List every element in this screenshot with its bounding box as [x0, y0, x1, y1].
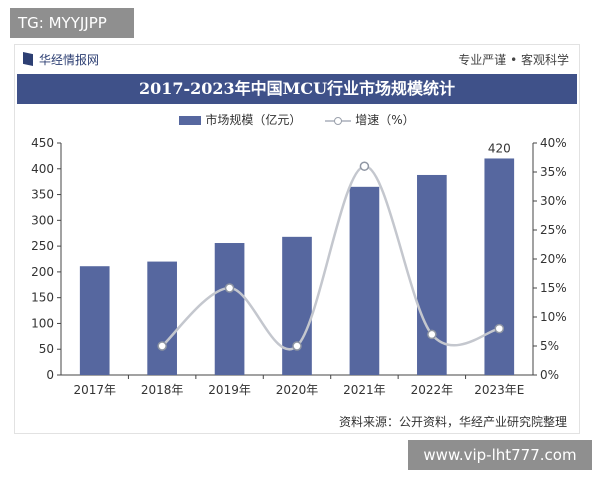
- card-header: 华经情报网 专业严谨 • 客观科学: [15, 45, 579, 73]
- brand: 华经情报网: [23, 51, 99, 68]
- y-left-tick-label: 250: [31, 239, 54, 253]
- x-tick-label: 2018年: [141, 383, 184, 397]
- overlay-tag: TG: MYYJJPP: [10, 8, 134, 38]
- chart-title: 2017-2023年中国MCU行业市场规模统计: [17, 74, 577, 104]
- y-left-tick-label: 450: [31, 136, 54, 150]
- y-left-tick-label: 150: [31, 291, 54, 305]
- source-footer: 资料来源：公开资料，华经产业研究院整理: [338, 415, 567, 429]
- y-right-tick-label: 5%: [540, 339, 559, 353]
- growth-point: [427, 329, 437, 340]
- bar-data-label: 420: [488, 141, 511, 155]
- y-right-tick-label: 15%: [540, 281, 567, 295]
- chart-legend: 市场规模（亿元） 增速（%）: [15, 111, 579, 128]
- y-right-tick-label: 30%: [540, 194, 567, 208]
- slogan: 专业严谨 • 客观科学: [458, 53, 569, 67]
- legend-item-market-size: 市场规模（亿元）: [179, 111, 301, 128]
- bar-market-size: [147, 261, 177, 375]
- bar-market-size: [484, 158, 515, 375]
- y-left-tick-label: 0: [46, 368, 54, 382]
- bar-market-size: [282, 236, 312, 375]
- bar-market-size: [214, 243, 245, 375]
- legend-item-growth: 增速（%）: [325, 111, 415, 128]
- growth-point: [224, 283, 235, 293]
- chart-plot: 0 50 100 150 200 250 300 350 400 450 0% 5% 10% 15% 20%…: [31, 136, 567, 397]
- x-tick-label: 2023年E: [474, 383, 524, 397]
- chart-card: 华经情报网 专业严谨 • 客观科学 2017-2023年中国MCU行业市场规模统…: [14, 44, 580, 434]
- y-right-tick-label: 40%: [540, 136, 567, 150]
- y-left-tick-label: 400: [31, 162, 54, 176]
- y-left-tick-label: 300: [31, 213, 54, 227]
- y-left-tick-label: 200: [31, 265, 54, 279]
- legend-label-market-size: 市场规模（亿元）: [205, 113, 302, 127]
- y-right-tick-label: 35%: [540, 165, 567, 179]
- growth-point: [157, 341, 167, 351]
- y-left-tick-label: 50: [39, 342, 54, 356]
- legend-line-marker-icon: [325, 116, 352, 126]
- y-right-tick-label: 10%: [540, 310, 567, 324]
- legend-bar-swatch-icon: [179, 116, 202, 125]
- y-right-tick-label: 20%: [540, 252, 567, 266]
- growth-point: [359, 161, 370, 171]
- brand-name: 华经情报网: [39, 53, 100, 67]
- bar-market-size: [79, 266, 110, 375]
- x-tick-label: 2019年: [208, 383, 251, 397]
- y-right-tick-label: 0%: [540, 368, 559, 382]
- growth-point: [494, 323, 505, 334]
- growth-line: [161, 164, 500, 351]
- bar-market-size: [417, 174, 447, 375]
- x-tick-label: 2020年: [276, 383, 319, 397]
- y-left-tick-label: 350: [31, 188, 54, 202]
- x-tick-label: 2022年: [411, 383, 454, 397]
- y-left-tick-label: 100: [31, 316, 54, 330]
- brand-logo-icon: [23, 52, 33, 66]
- x-tick-label: 2021年: [343, 383, 386, 397]
- growth-point: [292, 341, 302, 351]
- bar-market-size: [349, 186, 380, 375]
- x-tick-label: 2017年: [73, 383, 116, 397]
- y-right-tick-label: 25%: [540, 223, 567, 237]
- watermark-url: www.vip-lht777.com: [408, 440, 592, 470]
- legend-label-growth: 增速（%）: [355, 113, 415, 127]
